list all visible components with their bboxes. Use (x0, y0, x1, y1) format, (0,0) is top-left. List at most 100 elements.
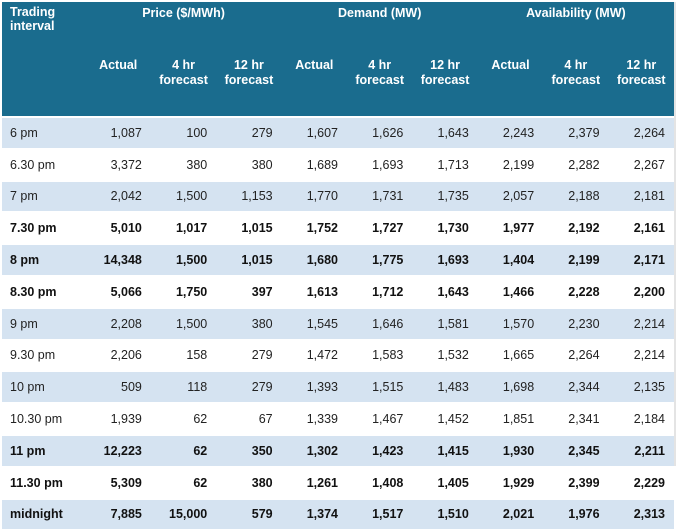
availability-actual-cell: 1,698 (477, 370, 544, 404)
price-4hr-cell: 1,017 (150, 211, 217, 245)
availability-12hr-cell: 2,264 (608, 116, 674, 149)
demand-actual-cell: 1,613 (281, 274, 347, 308)
price-12hr-cell: 380 (216, 147, 282, 181)
price-actual-cell: 2,206 (85, 338, 151, 372)
table-right-edge (674, 2, 676, 466)
demand-actual-cell: 1,680 (281, 243, 347, 276)
availability-actual-cell: 1,570 (477, 306, 544, 340)
availability-12hr-cell: 2,211 (608, 433, 674, 467)
interval-cell: 8.30 pm (2, 274, 86, 308)
price-4hr-cell: 1,500 (150, 179, 217, 213)
price-group-header: Price ($/MWh) (85, 2, 282, 36)
availability-actual-header: Actual (477, 36, 544, 117)
interval-cell: midnight (2, 497, 86, 529)
availability-actual-cell: 1,977 (477, 211, 544, 245)
demand-12hr-cell: 1,713 (412, 147, 478, 181)
price-4hr-cell: 1,750 (150, 274, 217, 308)
price-12hr-cell: 1,015 (216, 211, 282, 245)
demand-12hr-cell: 1,643 (412, 116, 478, 149)
demand-actual-cell: 1,770 (281, 179, 347, 213)
price-actual-cell: 2,042 (85, 179, 151, 213)
demand-actual-header: Actual (281, 36, 347, 117)
price-actual-cell: 509 (85, 370, 151, 404)
demand-12hr-cell: 1,730 (412, 211, 478, 245)
demand-4hr-cell: 1,693 (347, 147, 413, 181)
availability-4hr-cell: 2,282 (543, 147, 609, 181)
price-actual-cell: 5,309 (85, 465, 151, 499)
availability-actual-cell: 1,665 (477, 338, 544, 372)
availability-actual-cell: 1,929 (477, 465, 544, 499)
demand-12hr-cell: 1,693 (412, 243, 478, 276)
availability-12hr-cell: 2,229 (608, 465, 674, 499)
price-actual-cell: 2,208 (85, 306, 151, 340)
demand-actual-cell: 1,752 (281, 211, 347, 245)
demand-actual-cell: 1,472 (281, 338, 347, 372)
table-row: 7.30 pm 5,010 1,017 1,015 1,752 1,727 1,730 1,9… (2, 211, 674, 245)
availability-actual-cell: 2,243 (477, 116, 544, 149)
price-4hr-cell: 158 (150, 338, 217, 372)
interval-column-header: Trading interval (2, 2, 86, 117)
interval-cell: 8 pm (2, 243, 86, 276)
price-12hr-cell: 1,153 (216, 179, 282, 213)
availability-4hr-cell: 2,344 (543, 370, 609, 404)
table-row: midnight 7,885 15,000 579 1,374 1,517 1,510 2,0… (2, 497, 674, 529)
interval-cell: 11 pm (2, 433, 86, 467)
demand-4hr-cell: 1,515 (347, 370, 413, 404)
interval-cell: 10.30 pm (2, 402, 86, 435)
table-row: 8 pm 14,348 1,500 1,015 1,680 1,775 1,693 1,404… (2, 243, 674, 276)
demand-actual-cell: 1,302 (281, 433, 347, 467)
interval-cell: 9.30 pm (2, 338, 86, 372)
price-actual-cell: 5,010 (85, 211, 151, 245)
availability-4hr-cell: 2,192 (543, 211, 609, 245)
table-row: 11.30 pm 5,309 62 380 1,261 1,408 1,405 1,929 2,… (2, 465, 674, 499)
price-4hr-cell: 62 (150, 402, 217, 435)
availability-4hr-cell: 2,379 (543, 116, 609, 149)
demand-actual-cell: 1,689 (281, 147, 347, 181)
table-body: 6 pm 1,087 100 279 1,607 1,626 1,643 2,243 2,379… (2, 116, 674, 529)
price-4hr-cell: 1,500 (150, 243, 217, 276)
table-row: 9.30 pm 2,206 158 279 1,472 1,583 1,532 1,665 2,… (2, 338, 674, 372)
demand-actual-cell: 1,545 (281, 306, 347, 340)
price-12hr-cell: 350 (216, 433, 282, 467)
demand-12hr-cell: 1,483 (412, 370, 478, 404)
demand-actual-cell: 1,374 (281, 497, 347, 529)
availability-12hr-cell: 2,171 (608, 243, 674, 276)
price-actual-header: Actual (85, 36, 151, 117)
header-row-subcolumns: Actual 4 hr forecast 12 hr forecast Actu… (2, 36, 674, 117)
availability-12hr-cell: 2,161 (608, 211, 674, 245)
availability-12hr-cell: 2,267 (608, 147, 674, 181)
price-actual-cell: 3,372 (85, 147, 151, 181)
interval-cell: 6.30 pm (2, 147, 86, 181)
demand-4hr-cell: 1,583 (347, 338, 413, 372)
price-12hr-cell: 279 (216, 116, 282, 149)
demand-12hr-cell: 1,405 (412, 465, 478, 499)
price-actual-cell: 14,348 (85, 243, 151, 276)
price-12hr-cell: 397 (216, 274, 282, 308)
price-actual-cell: 5,066 (85, 274, 151, 308)
table-row: 10 pm 509 118 279 1,393 1,515 1,483 1,698 2,344 2… (2, 370, 674, 404)
availability-12hr-cell: 2,135 (608, 370, 674, 404)
demand-12hr-cell: 1,643 (412, 274, 478, 308)
availability-12hr-header: 12 hr forecast (608, 36, 674, 117)
availability-4hr-cell: 1,976 (543, 497, 609, 529)
interval-cell: 6 pm (2, 116, 86, 149)
demand-4hr-cell: 1,727 (347, 211, 413, 245)
demand-4hr-cell: 1,408 (347, 465, 413, 499)
demand-4hr-cell: 1,626 (347, 116, 413, 149)
demand-4hr-header: 4 hr forecast (347, 36, 413, 117)
table-row: 6 pm 1,087 100 279 1,607 1,626 1,643 2,243 2,379… (2, 116, 674, 149)
demand-4hr-cell: 1,517 (347, 497, 413, 529)
demand-actual-cell: 1,393 (281, 370, 347, 404)
demand-4hr-cell: 1,712 (347, 274, 413, 308)
interval-cell: 9 pm (2, 306, 86, 340)
price-4hr-cell: 1,500 (150, 306, 217, 340)
table-row: 6.30 pm 3,372 380 380 1,689 1,693 1,713 2,199 2,… (2, 147, 674, 181)
price-actual-cell: 7,885 (85, 497, 151, 529)
availability-actual-cell: 1,404 (477, 243, 544, 276)
availability-4hr-cell: 2,188 (543, 179, 609, 213)
demand-4hr-cell: 1,423 (347, 433, 413, 467)
demand-actual-cell: 1,261 (281, 465, 347, 499)
demand-actual-cell: 1,607 (281, 116, 347, 149)
availability-actual-cell: 2,057 (477, 179, 544, 213)
availability-4hr-cell: 2,230 (543, 306, 609, 340)
